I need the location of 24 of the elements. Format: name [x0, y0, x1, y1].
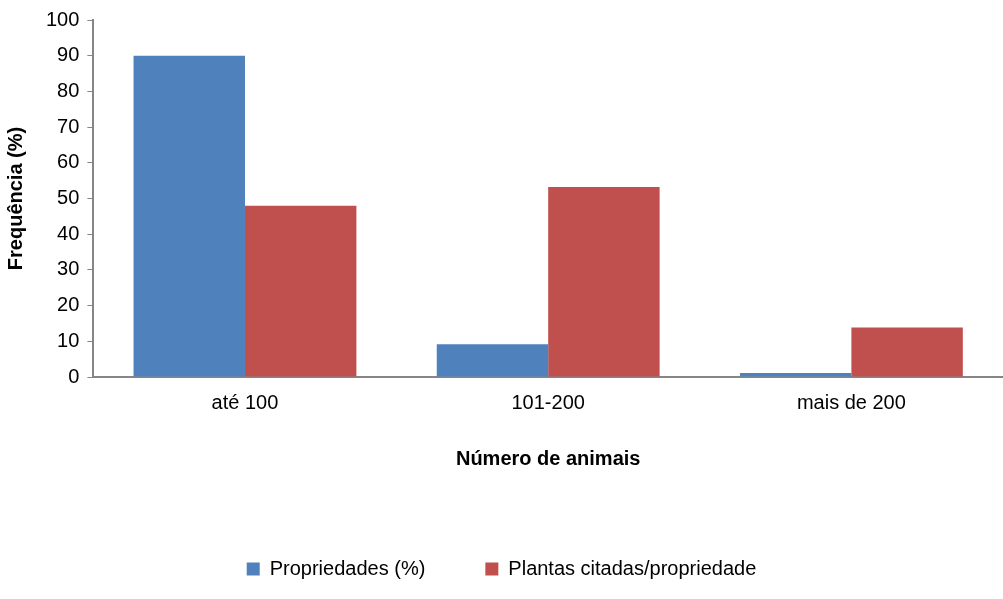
x-tick-label: mais de 200	[796, 390, 906, 413]
x-axis-title: Número de animais	[455, 446, 641, 469]
y-tick-label: 80	[57, 78, 80, 101]
y-tick-label: 50	[57, 186, 80, 209]
bar	[548, 187, 660, 377]
bar	[436, 344, 549, 377]
x-tick-label: 101-200	[511, 390, 585, 413]
y-tick-label: 40	[57, 221, 80, 244]
y-tick-label: 0	[68, 364, 80, 387]
bar	[133, 55, 245, 377]
bar	[851, 327, 963, 377]
y-axis-title: Frequência (%)	[3, 126, 26, 271]
legend-label: Plantas citadas/propriedade	[508, 556, 757, 579]
y-tick-label: 90	[57, 43, 80, 66]
bar	[244, 205, 357, 377]
y-tick-label: 20	[57, 293, 80, 316]
y-tick-label: 30	[57, 257, 80, 280]
y-tick-label: 100	[45, 7, 80, 30]
y-tick-label: 60	[57, 150, 80, 173]
y-tick-label: 10	[57, 328, 80, 351]
y-tick-label: 70	[57, 114, 80, 137]
x-tick-label: até 100	[211, 390, 279, 413]
bar	[739, 373, 852, 377]
legend-label: Propriedades (%)	[269, 556, 426, 579]
